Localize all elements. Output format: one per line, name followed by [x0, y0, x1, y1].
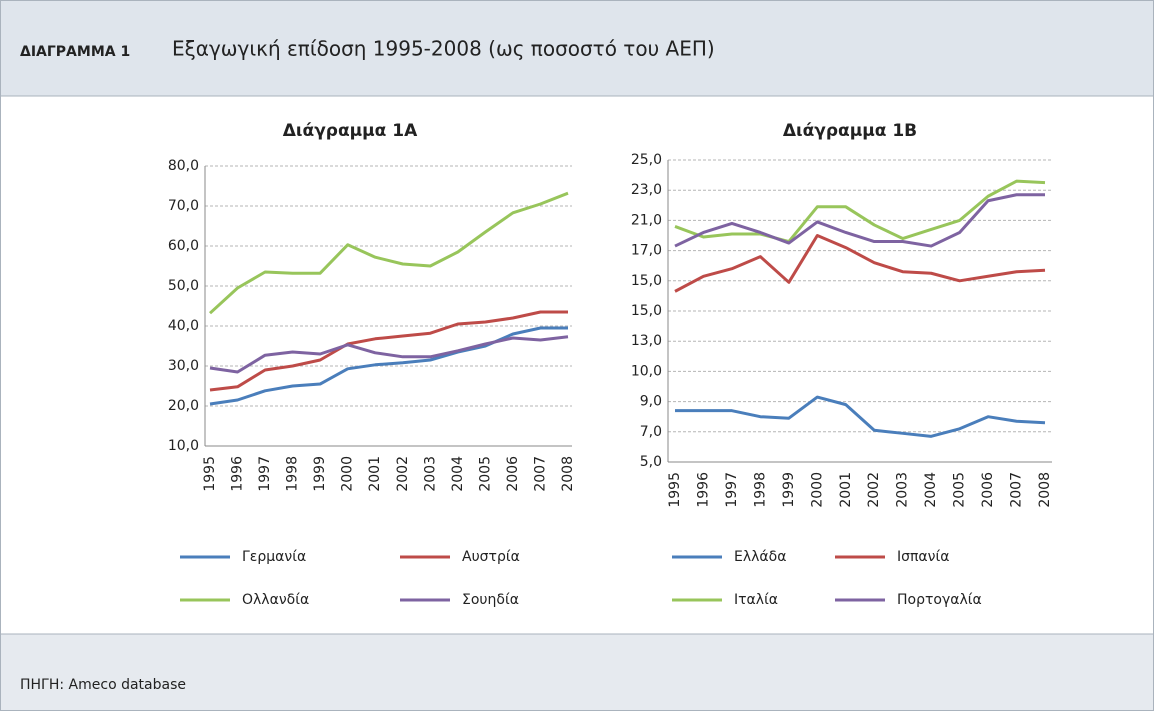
x-tick-label: 1998 [752, 472, 768, 508]
x-tick-label: 2006 [980, 472, 996, 508]
x-tick-label: 1996 [695, 472, 711, 508]
x-tick-label: 2006 [505, 456, 521, 492]
x-tick-label: 1999 [312, 456, 328, 492]
series-line [674, 193, 1045, 248]
x-tick-label: 2004 [450, 456, 466, 492]
legend-label: Γερμανία [242, 549, 306, 565]
y-tick-label: 10,0 [168, 438, 199, 454]
x-tick-label: 2007 [532, 456, 548, 492]
x-tick-label: 2005 [477, 456, 493, 492]
x-tick-label: 2007 [1009, 472, 1025, 508]
y-tick-label: 7,0 [640, 424, 662, 440]
x-tick-label: 1995 [667, 472, 683, 508]
y-tick-label: 50,0 [168, 278, 199, 294]
series-line [209, 335, 569, 374]
y-tick-label: 10,0 [631, 363, 662, 379]
x-tick-label: 1996 [230, 456, 246, 492]
x-tick-label: 1997 [257, 456, 273, 492]
series-line [674, 234, 1046, 293]
x-tick-label: 1995 [202, 456, 218, 492]
x-tick-label: 2002 [866, 472, 882, 508]
series-line [674, 179, 1046, 244]
x-tick-label: 2000 [809, 472, 825, 508]
header-band [0, 0, 1154, 96]
y-tick-label: 70,0 [168, 198, 199, 214]
y-tick-label: 25,0 [631, 152, 662, 168]
series-line [208, 191, 569, 315]
y-tick-label: 17,0 [631, 243, 662, 259]
legend-label: Αυστρία [462, 549, 520, 565]
y-tick-label: 20,0 [168, 398, 199, 414]
chart-title: Διάγραμμα 1Β [783, 121, 917, 141]
figure-title: Εξαγωγική επίδοση 1995-2008 (ως ποσοστό … [172, 37, 715, 61]
x-tick-label: 2001 [838, 472, 854, 508]
legend-label: Ισπανία [897, 549, 949, 565]
x-tick-label: 2003 [895, 472, 911, 508]
x-tick-label: 2002 [395, 456, 411, 492]
y-tick-label: 80,0 [168, 158, 199, 174]
legend-label: Ιταλία [734, 592, 778, 608]
y-tick-label: 15,0 [631, 273, 662, 289]
y-tick-label: 23,0 [631, 182, 662, 198]
x-tick-label: 1997 [724, 472, 740, 508]
series-line [209, 310, 568, 392]
x-tick-label: 1998 [285, 456, 301, 492]
y-tick-label: 30,0 [168, 358, 199, 374]
y-tick-label: 9,0 [640, 394, 662, 410]
x-tick-label: 2008 [1037, 472, 1053, 508]
series-line [209, 326, 568, 406]
x-tick-label: 2003 [422, 456, 438, 492]
y-tick-label: 5,0 [640, 454, 662, 470]
legend-label: Σουηδία [462, 592, 519, 608]
series-line [675, 395, 1046, 438]
source: ΠΗΓΗ: Ameco database [20, 677, 186, 693]
x-tick-label: 2005 [952, 472, 968, 508]
legend-label: Πορτογαλία [897, 592, 982, 608]
legend-label: Ελλάδα [734, 549, 786, 565]
x-tick-label: 1999 [781, 472, 797, 508]
footer-band [0, 634, 1154, 711]
y-tick-label: 15,0 [631, 303, 662, 319]
x-tick-label: 2001 [367, 456, 383, 492]
x-tick-label: 2008 [560, 456, 576, 492]
legend-label: Ολλανδία [242, 592, 309, 608]
y-tick-label: 40,0 [168, 318, 199, 334]
figure-label: ΔΙΑΓΡΑΜΜΑ 1 [20, 44, 130, 60]
chart-title: Διάγραμμα 1Α [283, 121, 418, 141]
y-tick-label: 21,0 [631, 212, 662, 228]
x-tick-label: 2000 [340, 456, 356, 492]
y-tick-label: 13,0 [631, 333, 662, 349]
y-tick-label: 60,0 [168, 238, 199, 254]
x-tick-label: 2004 [923, 472, 939, 508]
